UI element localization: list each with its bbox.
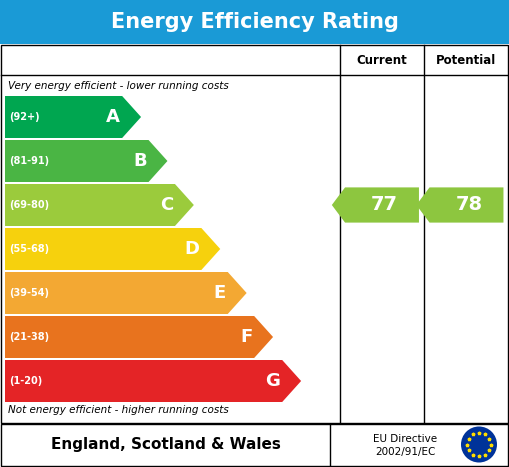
Text: Not energy efficient - higher running costs: Not energy efficient - higher running co… bbox=[8, 405, 229, 415]
Text: E: E bbox=[213, 284, 226, 302]
Text: (1-20): (1-20) bbox=[9, 376, 42, 386]
Polygon shape bbox=[5, 184, 194, 226]
Text: 2002/91/EC: 2002/91/EC bbox=[375, 447, 435, 458]
Bar bbox=[1, 45, 508, 423]
Text: (69-80): (69-80) bbox=[9, 200, 49, 210]
Polygon shape bbox=[5, 272, 247, 314]
Text: B: B bbox=[133, 152, 147, 170]
Polygon shape bbox=[416, 187, 503, 223]
Text: 78: 78 bbox=[456, 196, 483, 214]
Bar bbox=[1, 424, 508, 466]
Text: F: F bbox=[240, 328, 252, 346]
Text: Energy Efficiency Rating: Energy Efficiency Rating bbox=[110, 12, 399, 32]
Polygon shape bbox=[332, 187, 419, 223]
Polygon shape bbox=[5, 316, 273, 358]
Text: C: C bbox=[160, 196, 173, 214]
Text: EU Directive: EU Directive bbox=[373, 433, 437, 444]
Text: A: A bbox=[106, 108, 120, 126]
Polygon shape bbox=[5, 140, 167, 182]
Text: Very energy efficient - lower running costs: Very energy efficient - lower running co… bbox=[8, 81, 229, 91]
Text: D: D bbox=[184, 240, 200, 258]
Text: England, Scotland & Wales: England, Scotland & Wales bbox=[50, 437, 280, 452]
Text: Current: Current bbox=[357, 54, 407, 66]
Text: Potential: Potential bbox=[436, 54, 497, 66]
Polygon shape bbox=[5, 360, 301, 402]
Text: (39-54): (39-54) bbox=[9, 288, 49, 298]
Text: 77: 77 bbox=[371, 196, 398, 214]
Polygon shape bbox=[5, 96, 141, 138]
Polygon shape bbox=[5, 228, 220, 270]
Text: (55-68): (55-68) bbox=[9, 244, 49, 254]
Text: G: G bbox=[265, 372, 280, 390]
Text: (92+): (92+) bbox=[9, 112, 40, 122]
Bar bbox=[0, 0, 509, 44]
Text: (81-91): (81-91) bbox=[9, 156, 49, 166]
Circle shape bbox=[461, 426, 497, 462]
Text: (21-38): (21-38) bbox=[9, 332, 49, 342]
